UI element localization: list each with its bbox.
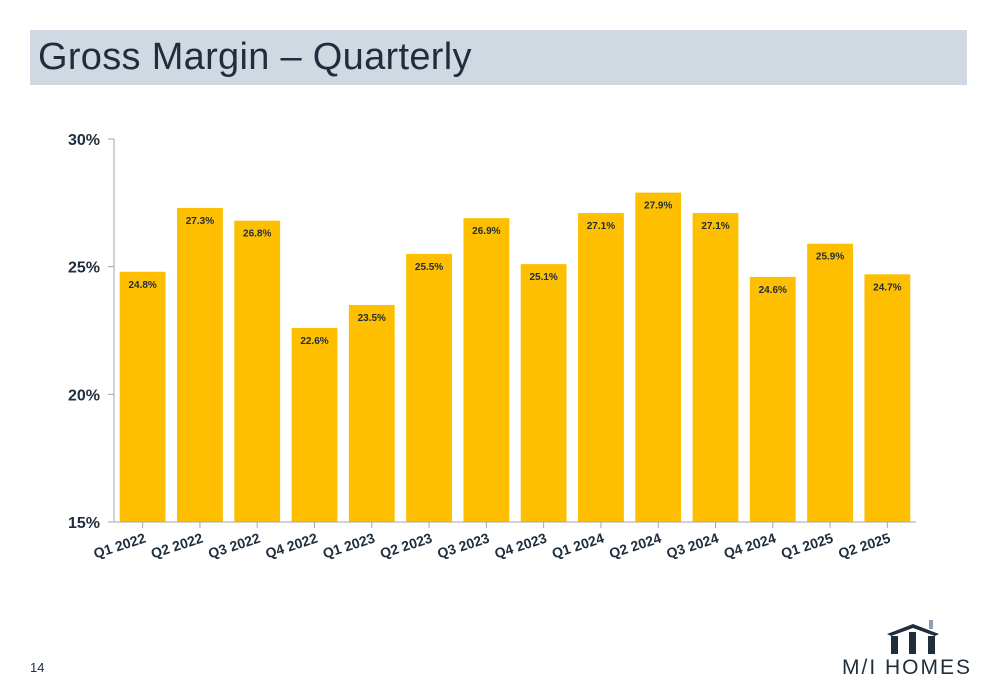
bar — [692, 213, 739, 522]
data-label: 22.6% — [300, 336, 328, 347]
x-tick-label: Q2 2024 — [607, 530, 663, 562]
x-tick-label: Q2 2025 — [836, 530, 892, 562]
x-tick-label: Q3 2024 — [664, 530, 720, 562]
x-tick-label: Q1 2023 — [321, 530, 377, 562]
x-tick-label: Q4 2022 — [263, 530, 319, 562]
y-tick-label: 25% — [68, 260, 100, 277]
data-label: 24.7% — [873, 282, 901, 293]
bar — [635, 192, 682, 522]
data-label: 25.5% — [415, 262, 443, 273]
house-roof-icon — [887, 620, 939, 654]
x-tick-label: Q3 2022 — [206, 530, 262, 562]
bar — [234, 220, 281, 522]
bar — [463, 218, 510, 523]
x-tick-label: Q1 2025 — [779, 530, 835, 562]
y-tick-label: 30% — [68, 132, 100, 149]
data-label: 27.1% — [587, 221, 615, 232]
x-tick-label: Q1 2022 — [92, 530, 148, 562]
x-tick-label: Q2 2022 — [149, 530, 205, 562]
bar — [520, 264, 567, 522]
bar — [406, 253, 452, 522]
x-tick-label: Q4 2023 — [493, 530, 549, 562]
x-tick-label: Q2 2023 — [378, 530, 434, 562]
data-label: 23.5% — [358, 313, 386, 324]
logo-text: M/I HOMES — [842, 656, 973, 679]
bar — [864, 274, 911, 522]
data-label: 24.8% — [128, 280, 156, 291]
bar — [749, 276, 796, 522]
bar — [119, 271, 166, 522]
data-label: 25.1% — [529, 272, 557, 283]
page-title: Gross Margin – Quarterly — [38, 36, 472, 78]
company-logo: M/I HOMES — [842, 620, 972, 680]
y-tick-label: 20% — [68, 387, 100, 404]
x-tick-label: Q4 2024 — [722, 530, 778, 562]
page-number: 14 — [30, 660, 45, 675]
data-label: 27.9% — [644, 201, 672, 212]
data-label: 26.8% — [243, 229, 271, 240]
bar — [807, 243, 853, 523]
bar — [177, 207, 223, 522]
data-label: 27.1% — [701, 221, 729, 232]
data-label: 27.3% — [186, 216, 214, 227]
bar — [578, 213, 624, 522]
title-bar: Gross Margin – Quarterly — [30, 30, 967, 85]
bar — [291, 327, 338, 522]
data-label: 25.9% — [816, 252, 844, 263]
x-tick-label: Q1 2024 — [550, 530, 606, 562]
bar — [348, 304, 395, 522]
data-label: 24.6% — [759, 285, 787, 296]
y-tick-label: 15% — [68, 515, 100, 532]
x-tick-label: Q3 2023 — [435, 530, 491, 562]
data-label: 26.9% — [472, 226, 500, 237]
gross-margin-bar-chart: 15% 20% 25% 30% 24.8% Q1 2022 27.3% Q2 2022 26.8… — [68, 132, 916, 562]
